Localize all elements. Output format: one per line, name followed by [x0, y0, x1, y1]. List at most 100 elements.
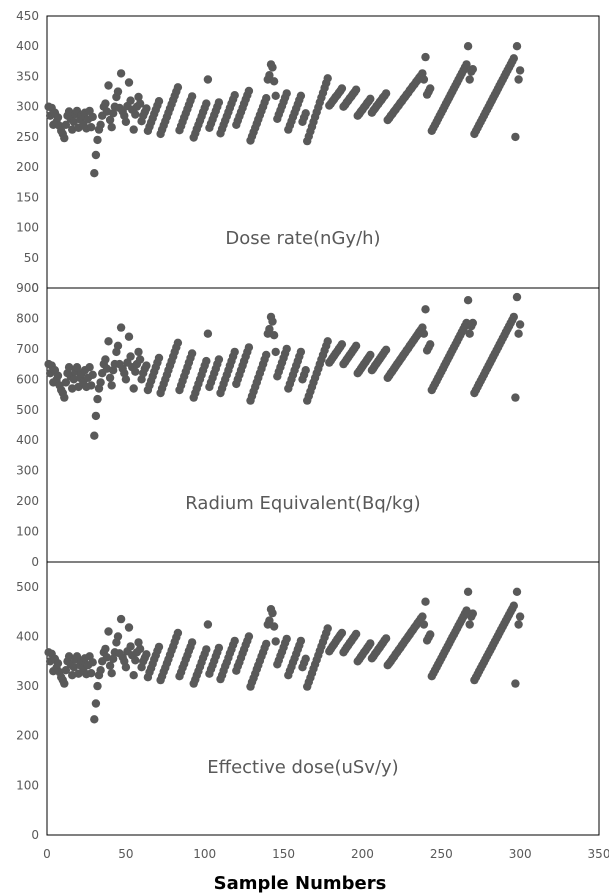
- data-point: [131, 367, 140, 376]
- data-point: [126, 96, 135, 105]
- data-point: [135, 644, 145, 654]
- data-point: [426, 630, 435, 639]
- data-point: [107, 381, 116, 390]
- data-point: [468, 65, 477, 74]
- data-point: [134, 347, 143, 357]
- data-point: [351, 341, 361, 350]
- data-point: [101, 355, 110, 364]
- data-point: [366, 350, 375, 360]
- data-point: [419, 620, 429, 629]
- data-point: [154, 353, 164, 363]
- data-point: [53, 659, 63, 668]
- data-point: [102, 364, 112, 373]
- data-point: [129, 125, 138, 134]
- data-point: [262, 350, 271, 360]
- data-point: [64, 363, 74, 372]
- data-point: [262, 639, 271, 649]
- data-point: [96, 378, 105, 387]
- x-tick-label: 200: [351, 847, 374, 861]
- data-point: [421, 597, 430, 606]
- data-point: [323, 624, 332, 633]
- data-point: [214, 355, 224, 364]
- data-point: [69, 117, 79, 127]
- y-tick-label: 450: [16, 9, 39, 23]
- data-point: [126, 642, 135, 651]
- data-point: [514, 620, 523, 629]
- y-tick-label: 500: [16, 580, 39, 594]
- data-point: [104, 81, 113, 90]
- data-point: [296, 347, 306, 357]
- panel-title: Dose rate(nGy/h): [225, 228, 380, 249]
- data-point: [93, 135, 102, 145]
- data-point: [515, 612, 525, 621]
- x-tick-label: 300: [509, 847, 532, 861]
- data-point: [121, 375, 131, 384]
- data-point: [514, 75, 523, 84]
- data-point: [129, 671, 138, 680]
- data-point: [511, 679, 520, 688]
- data-point: [509, 312, 518, 322]
- data-point: [105, 373, 115, 382]
- data-point: [337, 628, 347, 638]
- x-axis: 0 50 100 150 200 250 300 350: [43, 847, 609, 861]
- data-point: [72, 363, 82, 372]
- data-point: [60, 393, 69, 402]
- y-tick-label: 800: [16, 311, 39, 325]
- data-point: [109, 654, 118, 663]
- data-point: [465, 329, 474, 338]
- data-point: [462, 606, 471, 615]
- data-point: [515, 320, 525, 329]
- data-point: [244, 343, 254, 352]
- data-point: [105, 661, 115, 670]
- data-point: [113, 341, 123, 350]
- data-point: [173, 83, 183, 92]
- data-point: [512, 42, 522, 51]
- data-point: [126, 352, 135, 361]
- data-point: [214, 98, 224, 107]
- plot-frame: [46, 561, 600, 836]
- data-point: [121, 663, 131, 672]
- data-point: [142, 650, 151, 659]
- data-point: [187, 638, 197, 647]
- data-point: [68, 384, 77, 393]
- data-point: [269, 331, 279, 340]
- data-point: [337, 340, 347, 349]
- data-point: [509, 54, 518, 63]
- data-point: [426, 84, 435, 93]
- y-tick-label: 0: [31, 281, 39, 295]
- data-point: [154, 642, 164, 652]
- data-point: [87, 669, 96, 678]
- x-tick-label: 0: [43, 847, 51, 861]
- y-tick-label: 400: [16, 629, 39, 643]
- y-tick-label: 100: [16, 525, 39, 539]
- data-point: [187, 92, 197, 101]
- data-point: [135, 99, 145, 108]
- y-tick-label: 900: [16, 281, 39, 295]
- data-point: [268, 317, 277, 326]
- data-point: [468, 609, 477, 618]
- data-point: [202, 356, 211, 366]
- data-point: [69, 663, 79, 672]
- data-point: [515, 66, 525, 75]
- y-tick-label: 700: [16, 342, 39, 356]
- data-point: [269, 77, 279, 86]
- data-point: [230, 347, 239, 357]
- data-point: [323, 337, 332, 346]
- data-point: [463, 587, 473, 596]
- data-point: [426, 340, 435, 349]
- data-point: [87, 381, 96, 390]
- y-tick-label: 300: [16, 464, 39, 478]
- y-tick-label: 200: [16, 494, 39, 508]
- data-point: [268, 63, 277, 72]
- data-point: [104, 337, 113, 346]
- y-tick-label: 100: [16, 778, 39, 792]
- data-point: [61, 378, 71, 387]
- data-point: [64, 652, 74, 661]
- data-point: [421, 52, 430, 62]
- data-point: [85, 363, 94, 372]
- data-point: [88, 658, 97, 667]
- data-point: [296, 636, 306, 646]
- y-tick-label: 150: [16, 190, 39, 204]
- data-point: [301, 654, 310, 663]
- data-point: [265, 71, 274, 80]
